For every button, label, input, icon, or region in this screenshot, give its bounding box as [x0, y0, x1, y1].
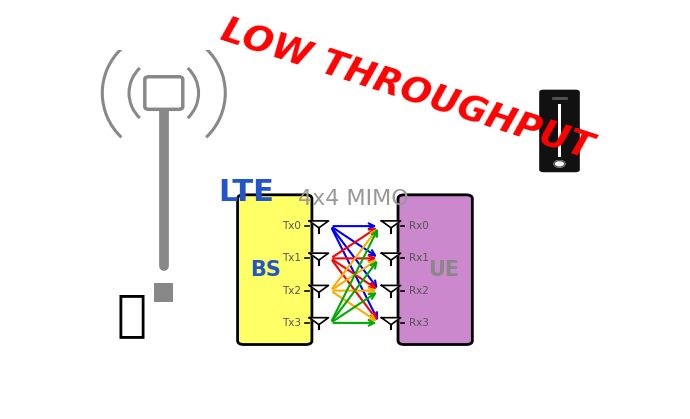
Text: 🤔: 🤔 [117, 291, 147, 339]
Polygon shape [382, 285, 401, 292]
FancyBboxPatch shape [398, 195, 473, 344]
Text: Rx0: Rx0 [408, 221, 428, 231]
Text: UE: UE [428, 260, 460, 279]
Text: Tx1: Tx1 [282, 253, 302, 264]
Text: Tx2: Tx2 [282, 286, 302, 296]
Text: LOW THROUGHPUT: LOW THROUGHPUT [217, 13, 597, 165]
Polygon shape [382, 221, 401, 228]
Polygon shape [309, 253, 328, 260]
FancyBboxPatch shape [237, 195, 312, 344]
Text: LTE: LTE [219, 178, 275, 207]
Polygon shape [309, 221, 328, 228]
Polygon shape [309, 285, 328, 292]
Text: BS: BS [250, 260, 282, 279]
FancyBboxPatch shape [154, 282, 173, 302]
Text: Tx3: Tx3 [282, 318, 302, 328]
Polygon shape [382, 253, 401, 260]
Text: Rx2: Rx2 [408, 286, 428, 296]
Text: Tx0: Tx0 [282, 221, 302, 231]
Polygon shape [309, 318, 328, 325]
FancyBboxPatch shape [539, 90, 580, 172]
Text: Rx3: Rx3 [408, 318, 428, 328]
FancyBboxPatch shape [558, 104, 560, 158]
Polygon shape [382, 318, 401, 325]
Text: 4x4 MIMO: 4x4 MIMO [298, 189, 409, 209]
FancyBboxPatch shape [145, 77, 183, 109]
Circle shape [554, 160, 565, 167]
Text: Rx1: Rx1 [408, 253, 428, 264]
